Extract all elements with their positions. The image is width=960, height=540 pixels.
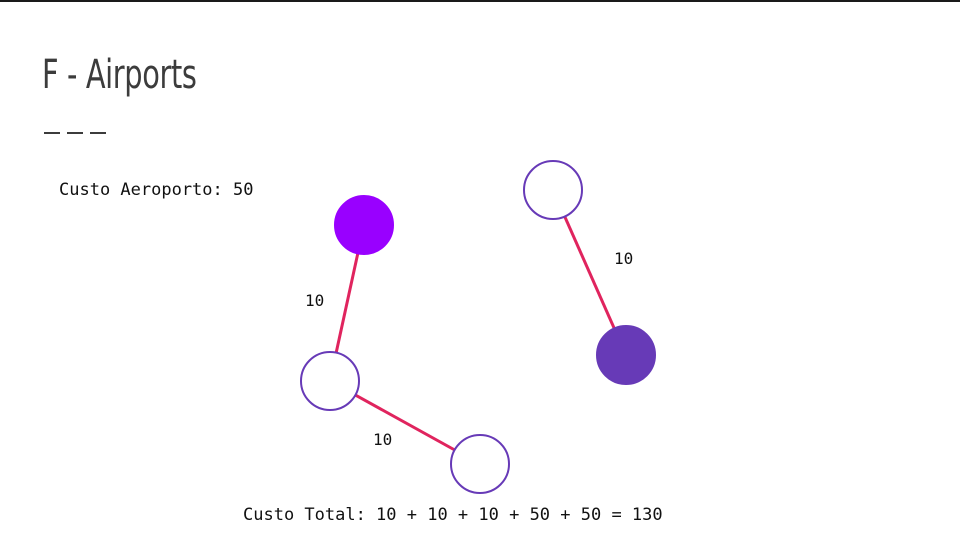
node-b bbox=[300, 351, 360, 411]
edge-label-a-b: 10 bbox=[305, 291, 324, 310]
top-divider bbox=[0, 0, 960, 2]
slide-title: F - Airports bbox=[42, 52, 197, 98]
nodes-layer bbox=[300, 160, 656, 494]
node-d bbox=[523, 160, 583, 220]
edge-label-d-e: 10 bbox=[614, 249, 633, 268]
edge-labels-layer: 10 10 10 bbox=[305, 249, 633, 449]
title-underline bbox=[44, 132, 106, 134]
node-c bbox=[450, 434, 510, 494]
edge-d-e bbox=[551, 189, 628, 356]
airport-cost-label: Custo Aeroporto: 50 bbox=[59, 180, 254, 200]
node-a-airport bbox=[334, 195, 394, 255]
node-e-airport bbox=[596, 325, 656, 385]
edge-label-b-c: 10 bbox=[373, 430, 392, 449]
total-cost-label: Custo Total: 10 + 10 + 10 + 50 + 50 = 13… bbox=[243, 505, 663, 525]
